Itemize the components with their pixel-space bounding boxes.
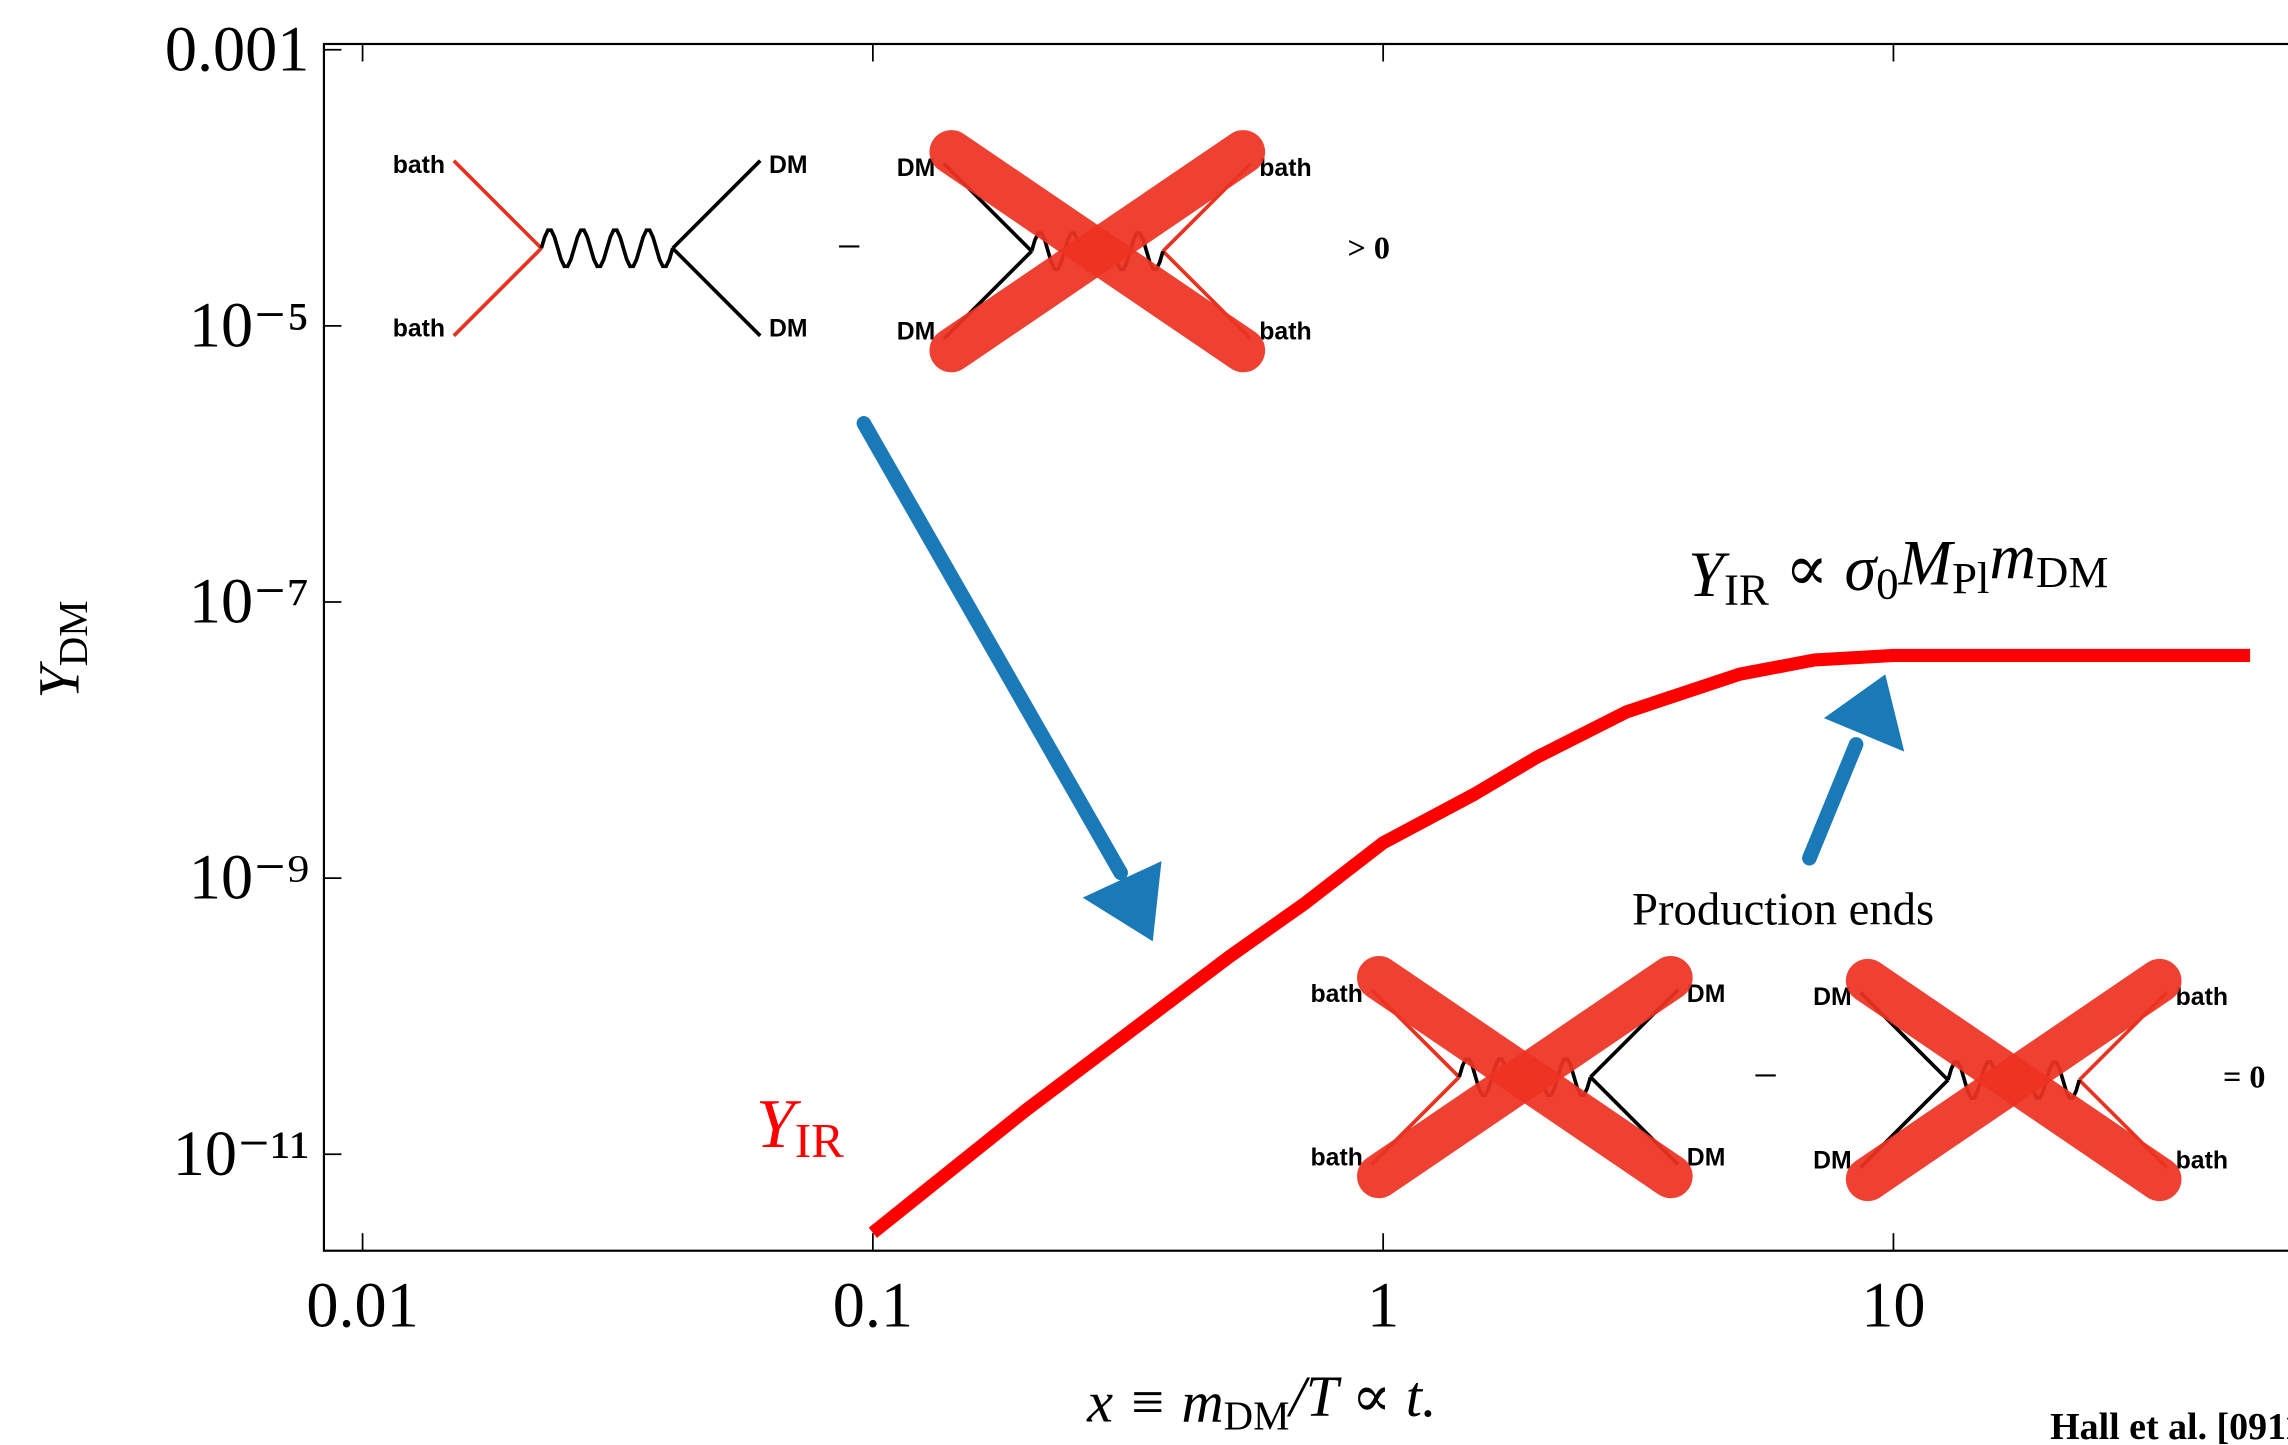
curve: [873, 655, 2250, 1232]
y-tick-label: 10⁻⁵: [189, 289, 309, 360]
formula-part: ∝ σ: [1769, 533, 1879, 604]
x-tick-label: 0.01: [306, 1270, 418, 1341]
diagram-label: bath: [1311, 981, 1363, 1008]
diagram-label: DM: [897, 318, 936, 345]
y-tick-label: 10⁻⁹: [189, 842, 309, 913]
diagram-label: bath: [393, 316, 445, 343]
feynman-diagram: DM DM bath bath: [1813, 981, 2228, 1179]
y-tick-label: 0.001: [165, 13, 309, 84]
y-axis-label: YDM: [27, 600, 96, 698]
operator: −: [1753, 1052, 1778, 1100]
leg: [454, 248, 542, 336]
diagram-label: bath: [2176, 1147, 2228, 1174]
page: {"chart_data": { "type": "line", "xlog":…: [0, 0, 2288, 1445]
citation: Hall et al. [0911: [2050, 1406, 2288, 1445]
x-tick-label: 10: [1861, 1270, 1925, 1341]
x-axis-label: x ≡ mDM/T ∝ t.: [1086, 1364, 1437, 1438]
diagram-label: DM: [1687, 1144, 1726, 1171]
y-axis-label-part: DM: [51, 600, 96, 666]
annotation: Production ends: [1632, 883, 1934, 935]
feynman-diagram: bath bath DM DM: [393, 152, 808, 342]
operator: > 0: [1348, 230, 1390, 266]
diagram-label: DM: [1813, 1147, 1852, 1174]
propagator: [541, 230, 672, 266]
operator: −: [837, 223, 862, 271]
x-axis-label-part: /T ∝ t.: [1287, 1364, 1437, 1429]
diagram-label: DM: [1813, 984, 1852, 1011]
x-axis-label-part: x ≡ m: [1086, 1370, 1224, 1435]
blue-arrows: [864, 423, 1904, 941]
y-axis-label-part: Y: [27, 661, 92, 699]
x-tick-label: 1: [1367, 1270, 1399, 1341]
y-tick-label: 10⁻¹¹: [173, 1118, 310, 1189]
formula-part: Pl: [1952, 553, 1989, 603]
formula-part: M: [1898, 527, 1956, 598]
diagram-label: bath: [393, 152, 445, 179]
diagram-label: bath: [1311, 1144, 1363, 1171]
operator: = 0: [2223, 1058, 2265, 1094]
diagram-label: bath: [1259, 155, 1311, 182]
diagram-label: bath: [1259, 318, 1311, 345]
curve-label: YIR: [756, 1086, 844, 1168]
diagram-label: DM: [1687, 981, 1726, 1008]
y-tick-label: 10⁻⁷: [189, 566, 309, 637]
curve-label-part: IR: [795, 1113, 844, 1168]
chart: 0.010.11100.00110⁻⁵10⁻⁷10⁻⁹10⁻¹¹x ≡ mDM/…: [0, 0, 2288, 1445]
diagram-label: DM: [769, 152, 808, 179]
leg: [673, 248, 761, 336]
formula-part: m: [1990, 521, 2036, 592]
formula: YIR ∝ σ0MPlmDM: [1688, 521, 2108, 614]
diagram-label: DM: [769, 316, 808, 343]
formula-part: 0: [1876, 559, 1898, 609]
leg: [454, 161, 542, 249]
feynman-diagram: DM DM bath bath: [897, 152, 1312, 350]
feynman-diagram: bath bath DM DM: [1311, 978, 1726, 1176]
leg: [673, 161, 761, 249]
diagram-label: DM: [897, 155, 936, 182]
x-tick-label: 0.1: [833, 1270, 913, 1341]
x-axis-label-part: DM: [1224, 1394, 1290, 1439]
diagram-label: bath: [2176, 984, 2228, 1011]
formula-part: DM: [2036, 547, 2108, 597]
formula-part: IR: [1724, 565, 1769, 615]
